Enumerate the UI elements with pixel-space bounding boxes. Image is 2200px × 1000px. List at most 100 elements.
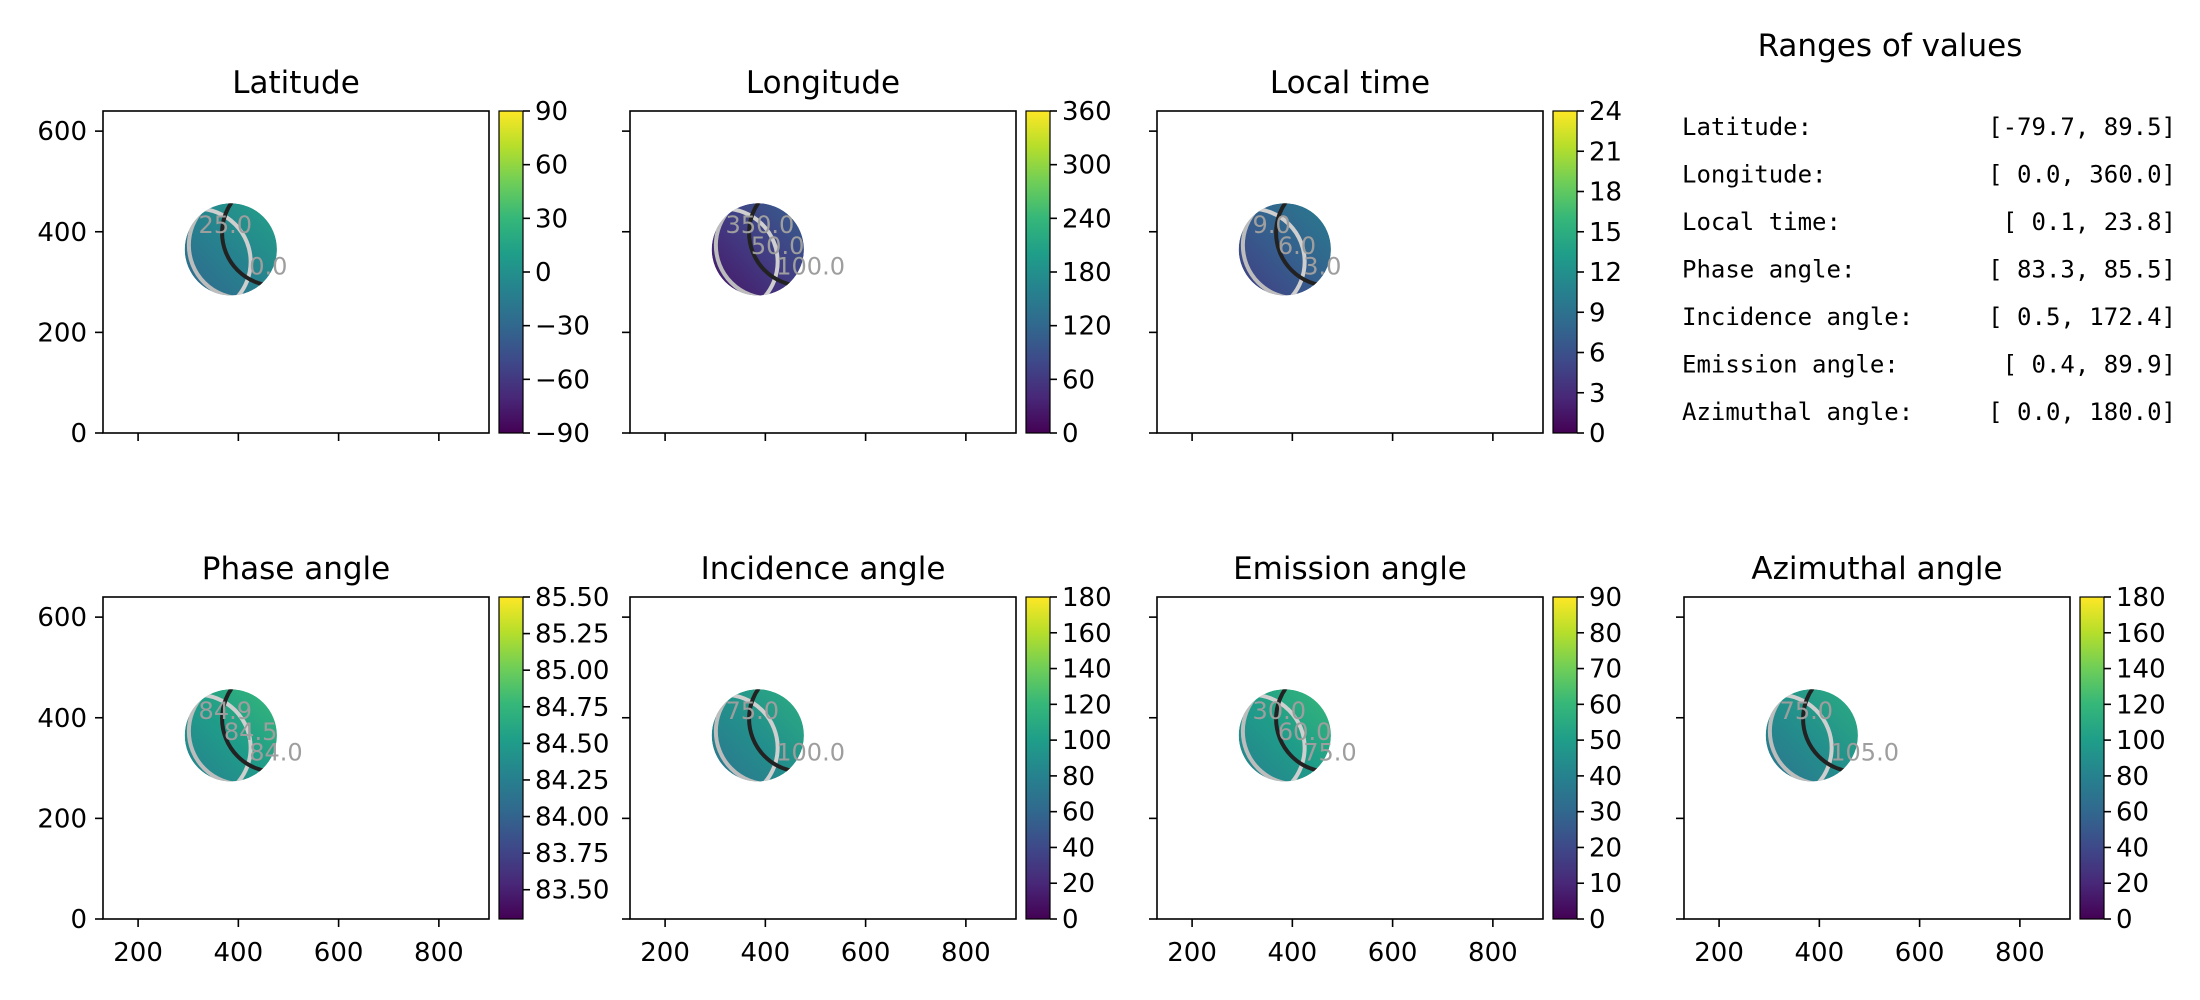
colorbar-tick-label: 85.00 [535, 656, 609, 686]
panel-title: Azimuthal angle [1751, 551, 2002, 587]
axes-frame [102, 110, 490, 434]
contour-label: 100.0 [776, 253, 845, 281]
panel-title: Emission angle [1233, 551, 1467, 587]
colorbar-tick-label: 300 [1062, 151, 1112, 181]
colorbar-tick-label: −30 [535, 312, 590, 342]
disk-fill [1238, 689, 1331, 782]
range-value: [-79.7, 89.5] [1988, 113, 2176, 141]
panel-latitude: Latitude 25.0 0.0 600 400 200 0 90 60 30 0 −30 −60 −9… [37, 65, 590, 449]
contour-label: 350.0 [726, 211, 795, 239]
contour-line [1767, 689, 1858, 782]
ranges-title: Ranges of values [1758, 28, 2023, 64]
colorbar [498, 596, 524, 920]
contour-line [713, 203, 804, 296]
contour-label: 50.0 [751, 232, 804, 260]
panel-title: Incidence angle [701, 551, 946, 587]
range-value: [ 0.5, 172.4] [1988, 303, 2176, 331]
colorbar-tick-label: 24 [1589, 97, 1622, 127]
contour-label: 0.0 [249, 253, 287, 281]
axes-frame [1156, 596, 1544, 920]
y-tick-label: 600 [37, 603, 87, 633]
disk-fill [184, 689, 277, 782]
panel-phase-angle: Phase angle 84.984.584.0 600 400 200 0 200 400 6… [37, 551, 609, 968]
contour-label: 105.0 [1830, 739, 1899, 767]
x-tick-label: 800 [941, 938, 991, 968]
colorbar [1025, 110, 1051, 434]
colorbar-tick-label: 0 [1062, 419, 1079, 449]
colorbar-tick-label: 90 [1589, 583, 1622, 613]
range-value: [ 0.0, 360.0] [1988, 161, 2176, 189]
range-value: [ 0.1, 23.8] [2003, 208, 2176, 236]
axes-frame [1683, 596, 2071, 920]
range-value: [ 0.0, 180.0] [1988, 398, 2176, 426]
axes-frame [102, 596, 490, 920]
contour-line [1240, 203, 1331, 296]
range-value: [ 83.3, 85.5] [1988, 256, 2176, 284]
colorbar-tick-label: 100 [1062, 726, 1112, 756]
colorbar-tick-label: 80 [2116, 762, 2149, 792]
disk-image [1765, 689, 1858, 782]
colorbar-tick-label: 18 [1589, 178, 1622, 208]
contour-label: 30.0 [1253, 697, 1306, 725]
x-tick-label: 600 [314, 938, 364, 968]
x-tick-label: 200 [1167, 938, 1217, 968]
x-tick-label: 400 [1268, 938, 1318, 968]
colorbar-tick-label: 40 [1062, 833, 1095, 863]
panel-title: Local time [1270, 65, 1430, 101]
contour-label: 75.0 [726, 697, 779, 725]
colorbar-tick-label: 40 [1589, 762, 1622, 792]
colorbar-tick-label: 20 [1062, 869, 1095, 899]
x-tick-label: 800 [1468, 938, 1518, 968]
colorbar-tick-label: 180 [2116, 583, 2166, 613]
y-tick-label: 0 [70, 905, 87, 935]
x-tick-label: 400 [741, 938, 791, 968]
contour-label: 60.0 [1278, 718, 1331, 746]
colorbar-tick-label: 90 [535, 97, 568, 127]
colorbar-tick-label: 15 [1589, 218, 1622, 248]
disk-image [184, 203, 277, 296]
contour-label: 6.0 [1278, 232, 1316, 260]
colorbar-tick-label: 30 [1589, 798, 1622, 828]
colorbar-tick-label: 120 [1062, 690, 1112, 720]
range-label: Emission angle: [1682, 351, 1899, 379]
colorbar-tick-label: 6 [1589, 339, 1606, 369]
contour-line [1240, 689, 1331, 782]
colorbar-tick-label: 0 [535, 258, 552, 288]
contour-line [713, 689, 804, 782]
x-tick-label: 800 [414, 938, 464, 968]
axes-frame [629, 596, 1017, 920]
y-tick-label: 200 [37, 804, 87, 834]
x-tick-label: 600 [1368, 938, 1418, 968]
range-label: Azimuthal angle: [1682, 398, 1913, 426]
range-label: Latitude: [1682, 113, 1812, 141]
colorbar-tick-label: 180 [1062, 258, 1112, 288]
colorbar-tick-label: 84.75 [535, 693, 609, 723]
colorbar-tick-label: 20 [2116, 869, 2149, 899]
disk-fill [1765, 689, 1858, 782]
x-tick-label: 400 [1795, 938, 1845, 968]
colorbar-tick-label: 30 [535, 204, 568, 234]
x-tick-label: 400 [214, 938, 264, 968]
contour-label: 84.0 [249, 739, 302, 767]
colorbar-tick-label: 3 [1589, 379, 1606, 409]
contour-label: 75.0 [1780, 697, 1833, 725]
x-tick-label: 200 [113, 938, 163, 968]
colorbar-tick-label: 240 [1062, 204, 1112, 234]
x-tick-label: 200 [1694, 938, 1744, 968]
colorbar [498, 110, 524, 434]
contour-label: 100.0 [776, 739, 845, 767]
x-tick-label: 800 [1995, 938, 2045, 968]
colorbar-tick-label: 83.75 [535, 839, 609, 869]
colorbar-tick-label: 60 [1062, 365, 1095, 395]
colorbar-tick-label: 9 [1589, 298, 1606, 328]
colorbar-tick-label: 0 [1589, 905, 1606, 935]
colorbar-tick-label: 84.00 [535, 803, 609, 833]
y-tick-label: 400 [37, 218, 87, 248]
colorbar [1552, 110, 1578, 434]
colorbar-tick-label: 83.50 [535, 876, 609, 906]
colorbar-tick-label: 85.50 [535, 583, 609, 613]
range-label: Local time: [1682, 208, 1841, 236]
